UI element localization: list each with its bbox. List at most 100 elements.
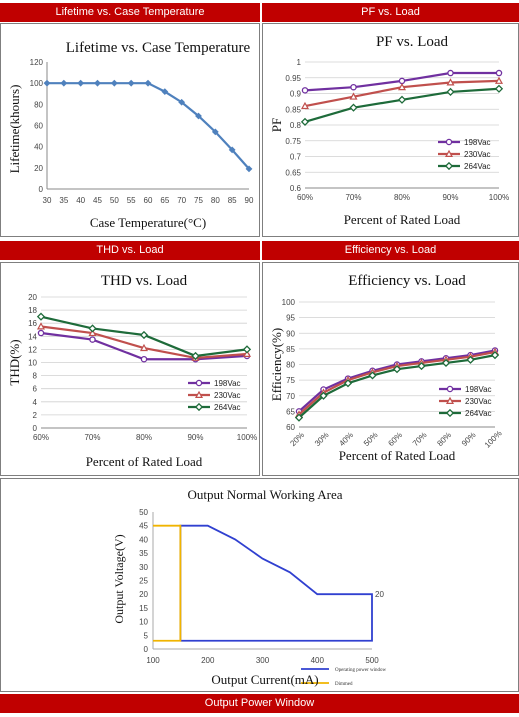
x-tick-label: 45 xyxy=(93,196,102,205)
data-point xyxy=(300,117,310,126)
legend-marker xyxy=(445,396,455,404)
legend-label: 264Vac xyxy=(464,162,491,171)
x-tick-label: 85 xyxy=(228,196,237,205)
x-tick-label: 30 xyxy=(43,196,52,205)
header-pf: PF vs. Load xyxy=(262,3,519,22)
x-tick-label: 100% xyxy=(489,193,509,202)
data-point xyxy=(319,391,328,400)
y-tick-label: 0.85 xyxy=(285,105,301,114)
x-tick-label: 90% xyxy=(460,430,478,448)
y-tick-label: 1 xyxy=(297,58,302,67)
data-point xyxy=(490,351,500,360)
y-tick-label: 100 xyxy=(282,298,296,307)
data-point xyxy=(36,312,46,321)
y-axis-label: Efficiency(%) xyxy=(269,328,284,401)
legend-label: 230Vac xyxy=(465,397,492,406)
data-point xyxy=(349,92,358,100)
y-tick-label: 80 xyxy=(34,100,43,109)
y-axis-label: PF xyxy=(269,118,284,132)
lifetime-chart: Lifetime vs. Case Temperature 0 20 40 60 80 10… xyxy=(7,40,254,230)
x-tick-label: 35 xyxy=(59,196,68,205)
legend-label: 230Vac xyxy=(214,391,241,400)
data-point xyxy=(301,87,309,94)
y-tick-label: 12 xyxy=(28,345,37,354)
x-tick-label: 75 xyxy=(194,196,203,205)
x-tick-label: 40% xyxy=(337,430,355,448)
chart-title: Output Normal Working Area xyxy=(187,487,342,502)
data-point xyxy=(441,358,451,368)
chart-title: THD vs. Load xyxy=(101,273,188,289)
panel-lifetime: Lifetime vs. Case Temperature 0 20 40 60 80 10… xyxy=(0,23,260,237)
y-tick-label: 20 xyxy=(28,293,37,302)
y-tick-label: 0 xyxy=(144,645,149,654)
x-tick-label: 300 xyxy=(256,656,270,665)
y-tick-label: 20 xyxy=(139,590,148,599)
series-line-lifetime xyxy=(47,82,250,170)
data-point xyxy=(161,88,169,96)
legend-marker xyxy=(445,408,455,418)
series-line-operating-window xyxy=(179,524,373,642)
legend-label: 198Vac xyxy=(465,385,492,394)
y-tick-label: 16 xyxy=(28,319,37,328)
data-point xyxy=(494,84,504,93)
data-point xyxy=(294,413,304,422)
x-tick-label: 50 xyxy=(110,196,119,205)
data-point xyxy=(228,146,236,154)
header-efficiency: Efficiency vs. Load xyxy=(262,241,519,260)
y-tick-label: 2 xyxy=(33,411,38,420)
x-tick-label: 60% xyxy=(33,433,49,442)
y-tick-label: 0.7 xyxy=(290,153,302,162)
x-tick-label: 70% xyxy=(411,430,429,448)
y-tick-label: 45 xyxy=(139,522,148,531)
y-tick-label: 8 xyxy=(33,372,38,381)
data-point xyxy=(178,98,186,106)
efficiency-chart: Efficiency vs. Load 60 65 70 75 80 85 90 95 100 20… xyxy=(269,273,504,463)
y-tick-label: 95 xyxy=(286,314,295,323)
x-tick-label: 20% xyxy=(288,430,306,448)
data-point xyxy=(447,69,454,77)
x-tick-label: 100% xyxy=(483,429,504,450)
data-point xyxy=(466,355,475,364)
data-point xyxy=(392,365,402,374)
data-point xyxy=(127,79,135,87)
data-point xyxy=(446,78,455,86)
y-tick-label: 100 xyxy=(30,79,44,88)
x-tick-label: 50% xyxy=(362,430,380,448)
y-tick-label: 70 xyxy=(286,392,295,401)
x-tick-label: 60 xyxy=(144,196,153,205)
y-tick-label: 0 xyxy=(33,424,38,433)
x-tick-label: 80% xyxy=(435,430,453,448)
legend-label: 264Vac xyxy=(214,403,241,412)
y-tick-label: 65 xyxy=(286,407,295,416)
data-point xyxy=(139,330,149,340)
y-tick-label: 40 xyxy=(34,143,43,152)
chart-title: Efficiency vs. Load xyxy=(348,273,466,289)
panel-thd: THD vs. Load 0 2 4 6 8 10 12 14 16 18 20 60% 70% 80% 90… xyxy=(0,262,260,476)
x-tick-label: 40 xyxy=(76,196,85,205)
y-tick-label: 0.6 xyxy=(290,184,302,193)
x-axis-label: Percent of Rated Load xyxy=(86,454,203,469)
x-tick-label: 80 xyxy=(211,196,220,205)
data-point xyxy=(37,329,45,337)
legend-marker xyxy=(444,161,454,171)
y-tick-label: 85 xyxy=(286,345,295,354)
y-tick-label: 40 xyxy=(139,535,148,544)
data-point xyxy=(94,79,101,87)
legend-marker xyxy=(195,379,203,387)
data-point xyxy=(139,343,149,352)
data-point xyxy=(417,361,426,371)
data-point xyxy=(60,79,68,87)
x-tick-label: 90 xyxy=(245,196,254,205)
y-tick-label: 20 xyxy=(34,164,43,173)
legend-marker xyxy=(444,149,454,157)
y-tick-label: 35 xyxy=(139,549,148,558)
data-point xyxy=(349,103,358,112)
y-tick-label: 10 xyxy=(28,359,37,368)
x-tick-label: 60% xyxy=(297,193,313,202)
x-tick-label: 90% xyxy=(187,433,203,442)
x-tick-label: 55 xyxy=(127,196,136,205)
data-point xyxy=(368,371,377,380)
y-tick-label: 5 xyxy=(144,631,149,640)
data-point xyxy=(446,87,455,97)
data-point xyxy=(397,95,407,104)
